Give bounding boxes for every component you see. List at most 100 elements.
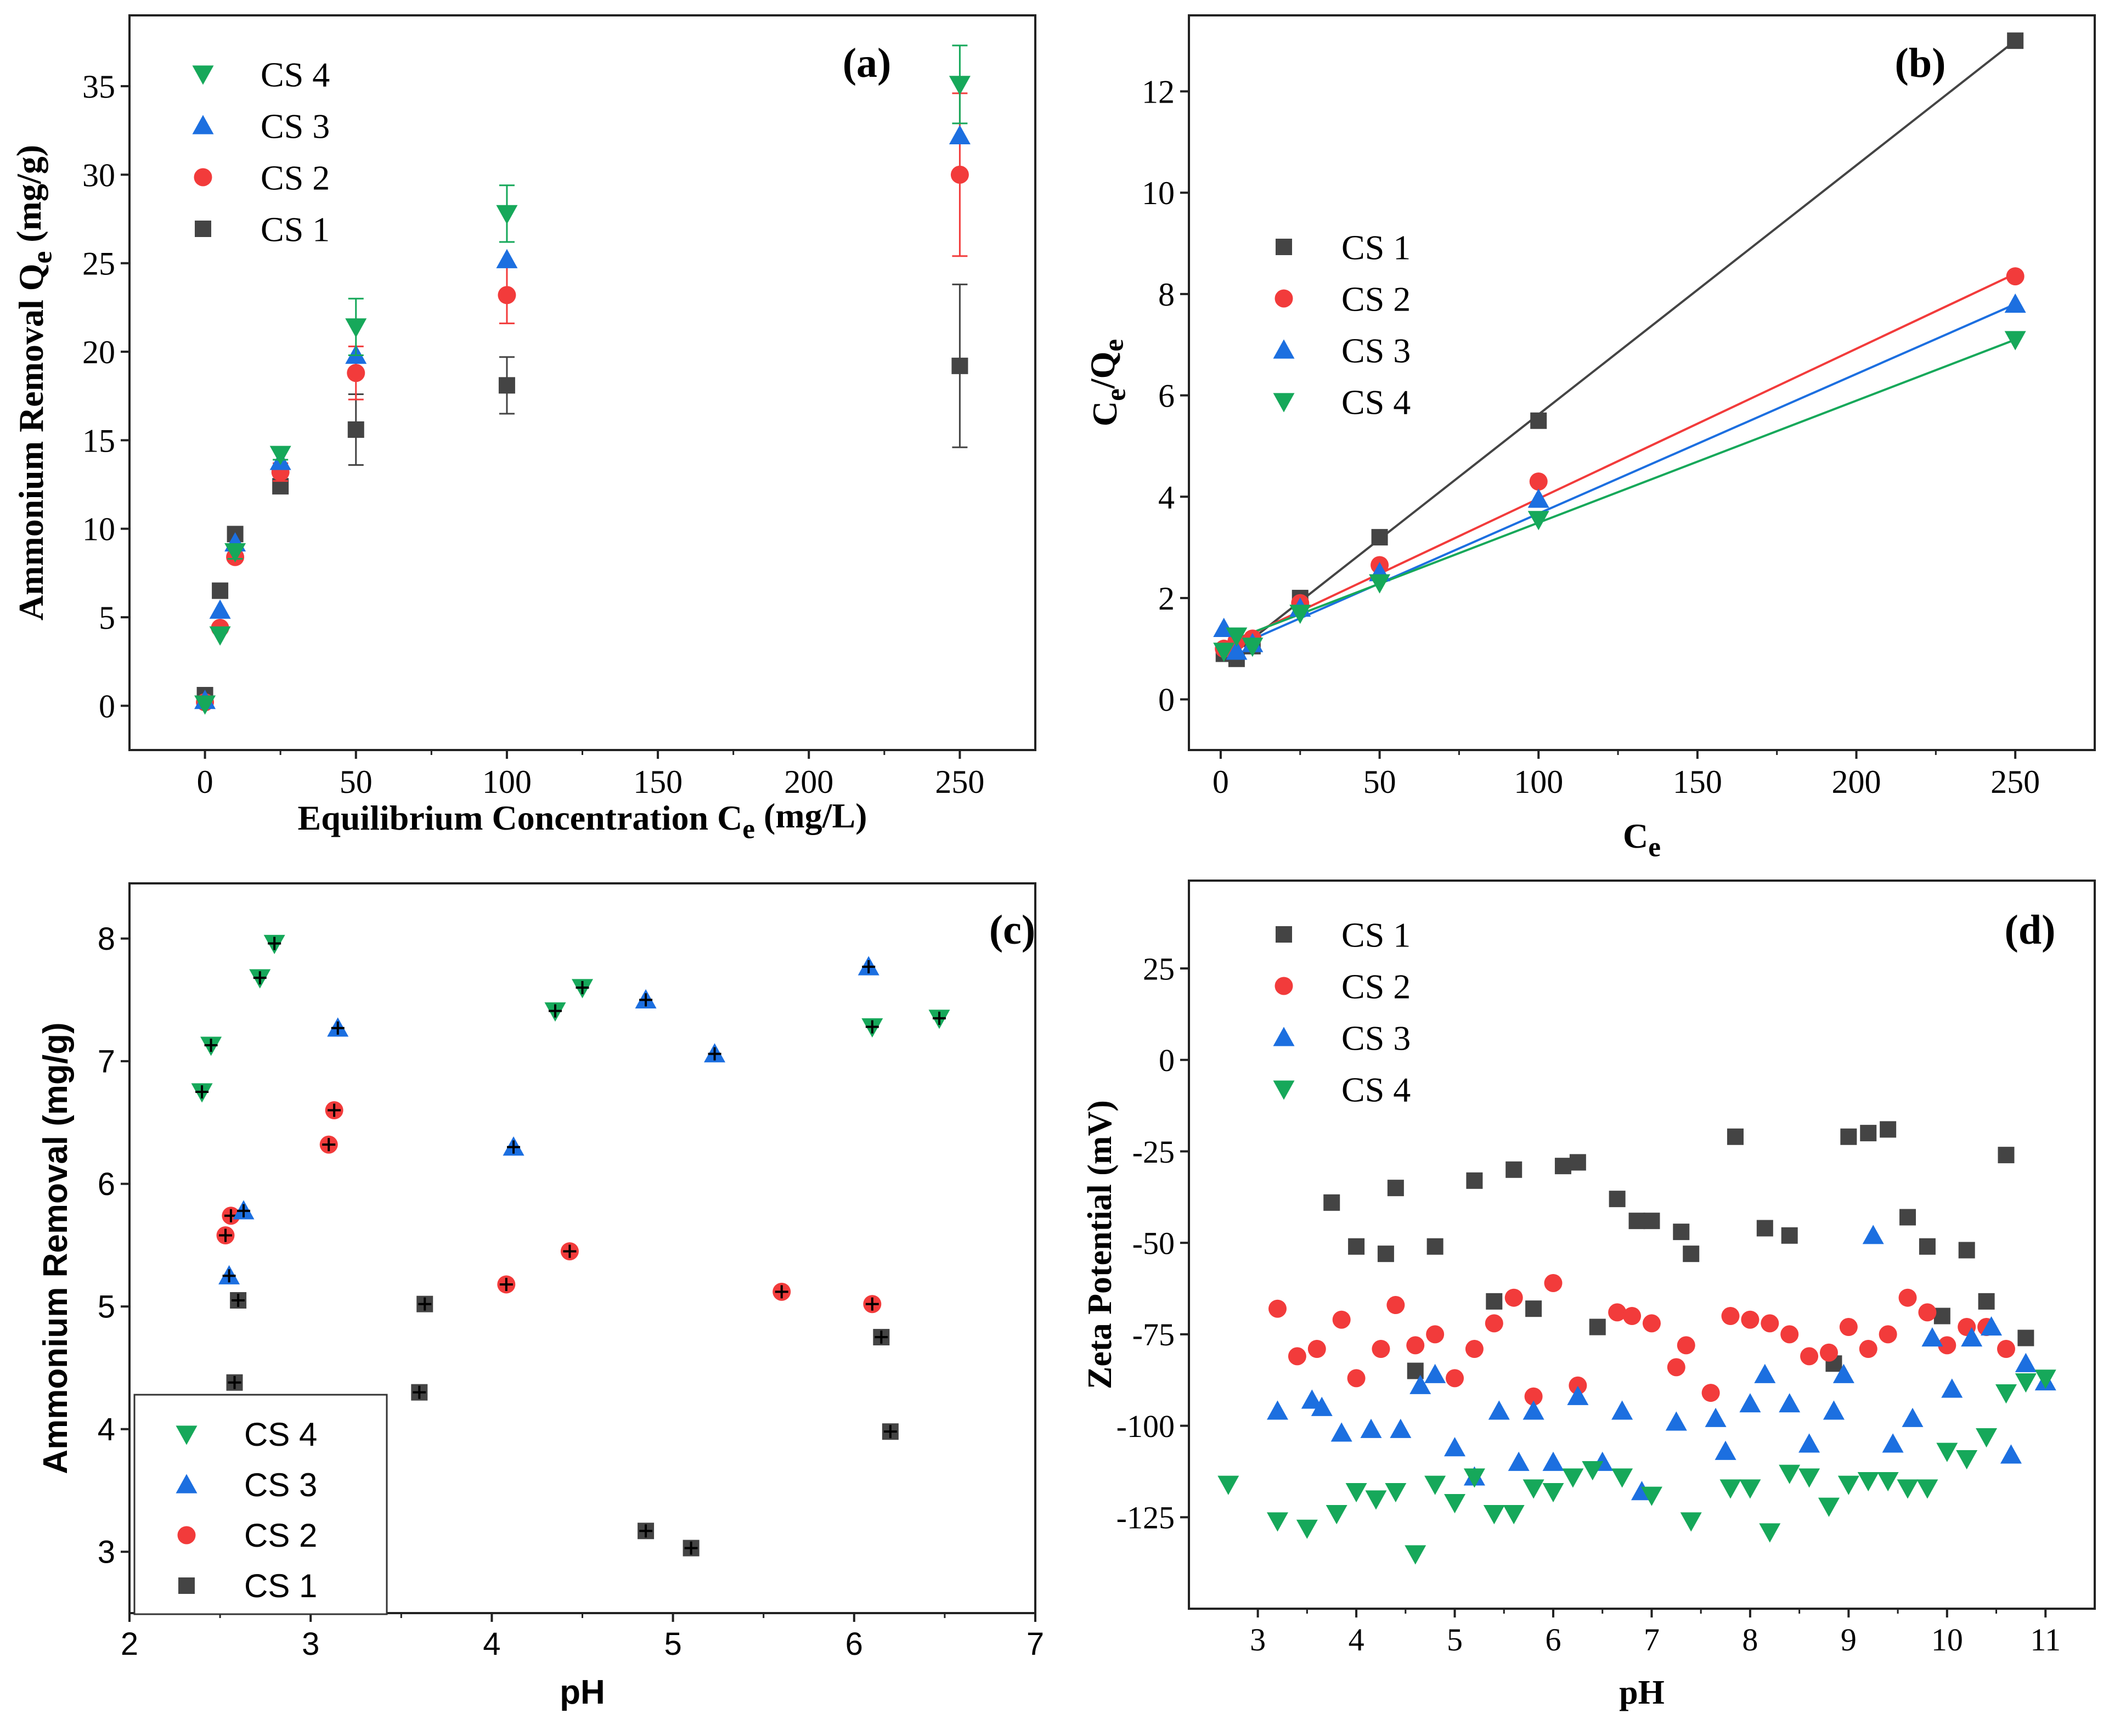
y-tick-label: 5 (99, 600, 115, 636)
y-tick-label: 5 (98, 1289, 115, 1324)
legend-marker (1273, 339, 1295, 359)
data-point (1642, 1314, 1661, 1333)
data-point (1823, 1400, 1845, 1420)
data-point (1673, 1224, 1690, 1241)
series-cs2 (1268, 1274, 2015, 1406)
y-tick-label: 2 (1158, 580, 1175, 617)
data-point (1981, 1316, 2003, 1336)
x-tick-label: 100 (1514, 764, 1563, 800)
data-point (2000, 1444, 2022, 1464)
data-point (1371, 529, 1388, 546)
data-point (1522, 1400, 1544, 1420)
data-point (1998, 1147, 2015, 1164)
legend: CS 4 CS 3 CS 2 CS 1 (133, 1394, 388, 1615)
legend-label: CS 3 (244, 1467, 317, 1503)
y-tick-label: 25 (1143, 951, 1175, 987)
data-point (1465, 1340, 1484, 1359)
y-tick-label: 6 (1158, 378, 1175, 414)
x-tick-label: 4 (1349, 1622, 1364, 1658)
data-point (1840, 1128, 1857, 1145)
legend: CS 4 CS 3 CS 2 CS 1 (192, 55, 330, 249)
data-point (1721, 1307, 1740, 1326)
data-point (1754, 1363, 1776, 1383)
data-point (496, 249, 518, 268)
data-point (1503, 1505, 1525, 1525)
data-point (1242, 638, 1264, 657)
data-point (1569, 1376, 1587, 1395)
legend: CS 1 CS 2 CS 3 CS 4 (1273, 915, 1411, 1109)
plot-frame (1188, 880, 2096, 1610)
data-point (1444, 1437, 1466, 1457)
y-tick-label: 0 (1159, 1042, 1175, 1078)
legend-label: CS 1 (1341, 915, 1411, 954)
data-point (1798, 1433, 1820, 1453)
data-point (1741, 1310, 1760, 1329)
data-point (1372, 1340, 1390, 1359)
y-tick-label: -50 (1132, 1225, 1175, 1261)
plot-frame (1188, 14, 2096, 751)
legend-label: CS 2 (244, 1517, 317, 1554)
data-point (1311, 1396, 1333, 1416)
data-point (1525, 1300, 1542, 1317)
legend-marker (194, 168, 212, 187)
y-axis-label: Ammonium Removal Qe​ (mg/g) (9, 145, 58, 621)
data-point (950, 165, 969, 184)
data-point (1611, 1468, 1633, 1488)
label-part: pH (560, 1673, 605, 1711)
series-cs3 (1213, 293, 2026, 660)
data-point (1348, 1238, 1365, 1255)
y-tick-label: -125 (1116, 1500, 1175, 1536)
x-tick-label: 0 (1213, 764, 1229, 800)
data-point (1522, 1479, 1544, 1499)
data-point (1527, 488, 1549, 508)
data-point (1466, 1172, 1483, 1189)
y-tick-label: -75 (1132, 1317, 1175, 1352)
x-tick-label: 11 (2030, 1622, 2061, 1658)
data-point (1677, 1336, 1695, 1355)
y-tick-label: 6 (98, 1166, 115, 1202)
data-point (1296, 1519, 1318, 1539)
data-point (1504, 1288, 1523, 1307)
x-tick-label: 150 (633, 764, 683, 800)
data-point (347, 364, 365, 382)
legend-marker (1275, 977, 1293, 995)
data-point (2004, 293, 2026, 313)
series-cs4 (194, 44, 971, 715)
y-axis-label: Ce​/Qe​ (1083, 339, 1131, 426)
data-point (2017, 1329, 2034, 1346)
x-tick-label: 5 (664, 1626, 681, 1662)
data-point (1862, 1225, 1884, 1244)
data-point (224, 543, 246, 563)
data-point (1832, 1363, 1854, 1383)
data-point (1918, 1303, 1937, 1322)
x-tick-label: 6 (1545, 1622, 1561, 1658)
data-point (1800, 1347, 1819, 1366)
data-point (1941, 1378, 1963, 1398)
data-point (1919, 1238, 1936, 1255)
data-point (1524, 1387, 1543, 1406)
legend-marker (176, 1474, 198, 1493)
chart-a: 0 50 100 150 200 250 0 5 10 15 20 25 30 35 Equilibrium… (9, 14, 1036, 844)
legend-label: CS 4 (1341, 382, 1411, 421)
data-point (1345, 1483, 1367, 1503)
data-point (1226, 627, 1248, 647)
data-point (1623, 1307, 1642, 1326)
data-point (1554, 1158, 1571, 1175)
legend-label: CS 4 (1341, 1070, 1411, 1109)
data-point (2007, 32, 2024, 49)
data-point (1409, 1374, 1431, 1394)
data-point (498, 377, 515, 394)
y-tick-label: 25 (82, 246, 115, 282)
label-part: pH (1619, 1674, 1665, 1711)
data-point (1360, 1418, 1382, 1438)
data-point (1365, 1490, 1387, 1510)
x-tick-label: 100 (482, 764, 532, 800)
data-point (1426, 1238, 1443, 1255)
series-cs1 (196, 283, 968, 703)
label-part: Ammonium Removal Q (12, 263, 50, 621)
data-point (1643, 1213, 1660, 1230)
data-point (1405, 1545, 1426, 1565)
data-point (269, 446, 291, 465)
data-point (345, 318, 367, 338)
